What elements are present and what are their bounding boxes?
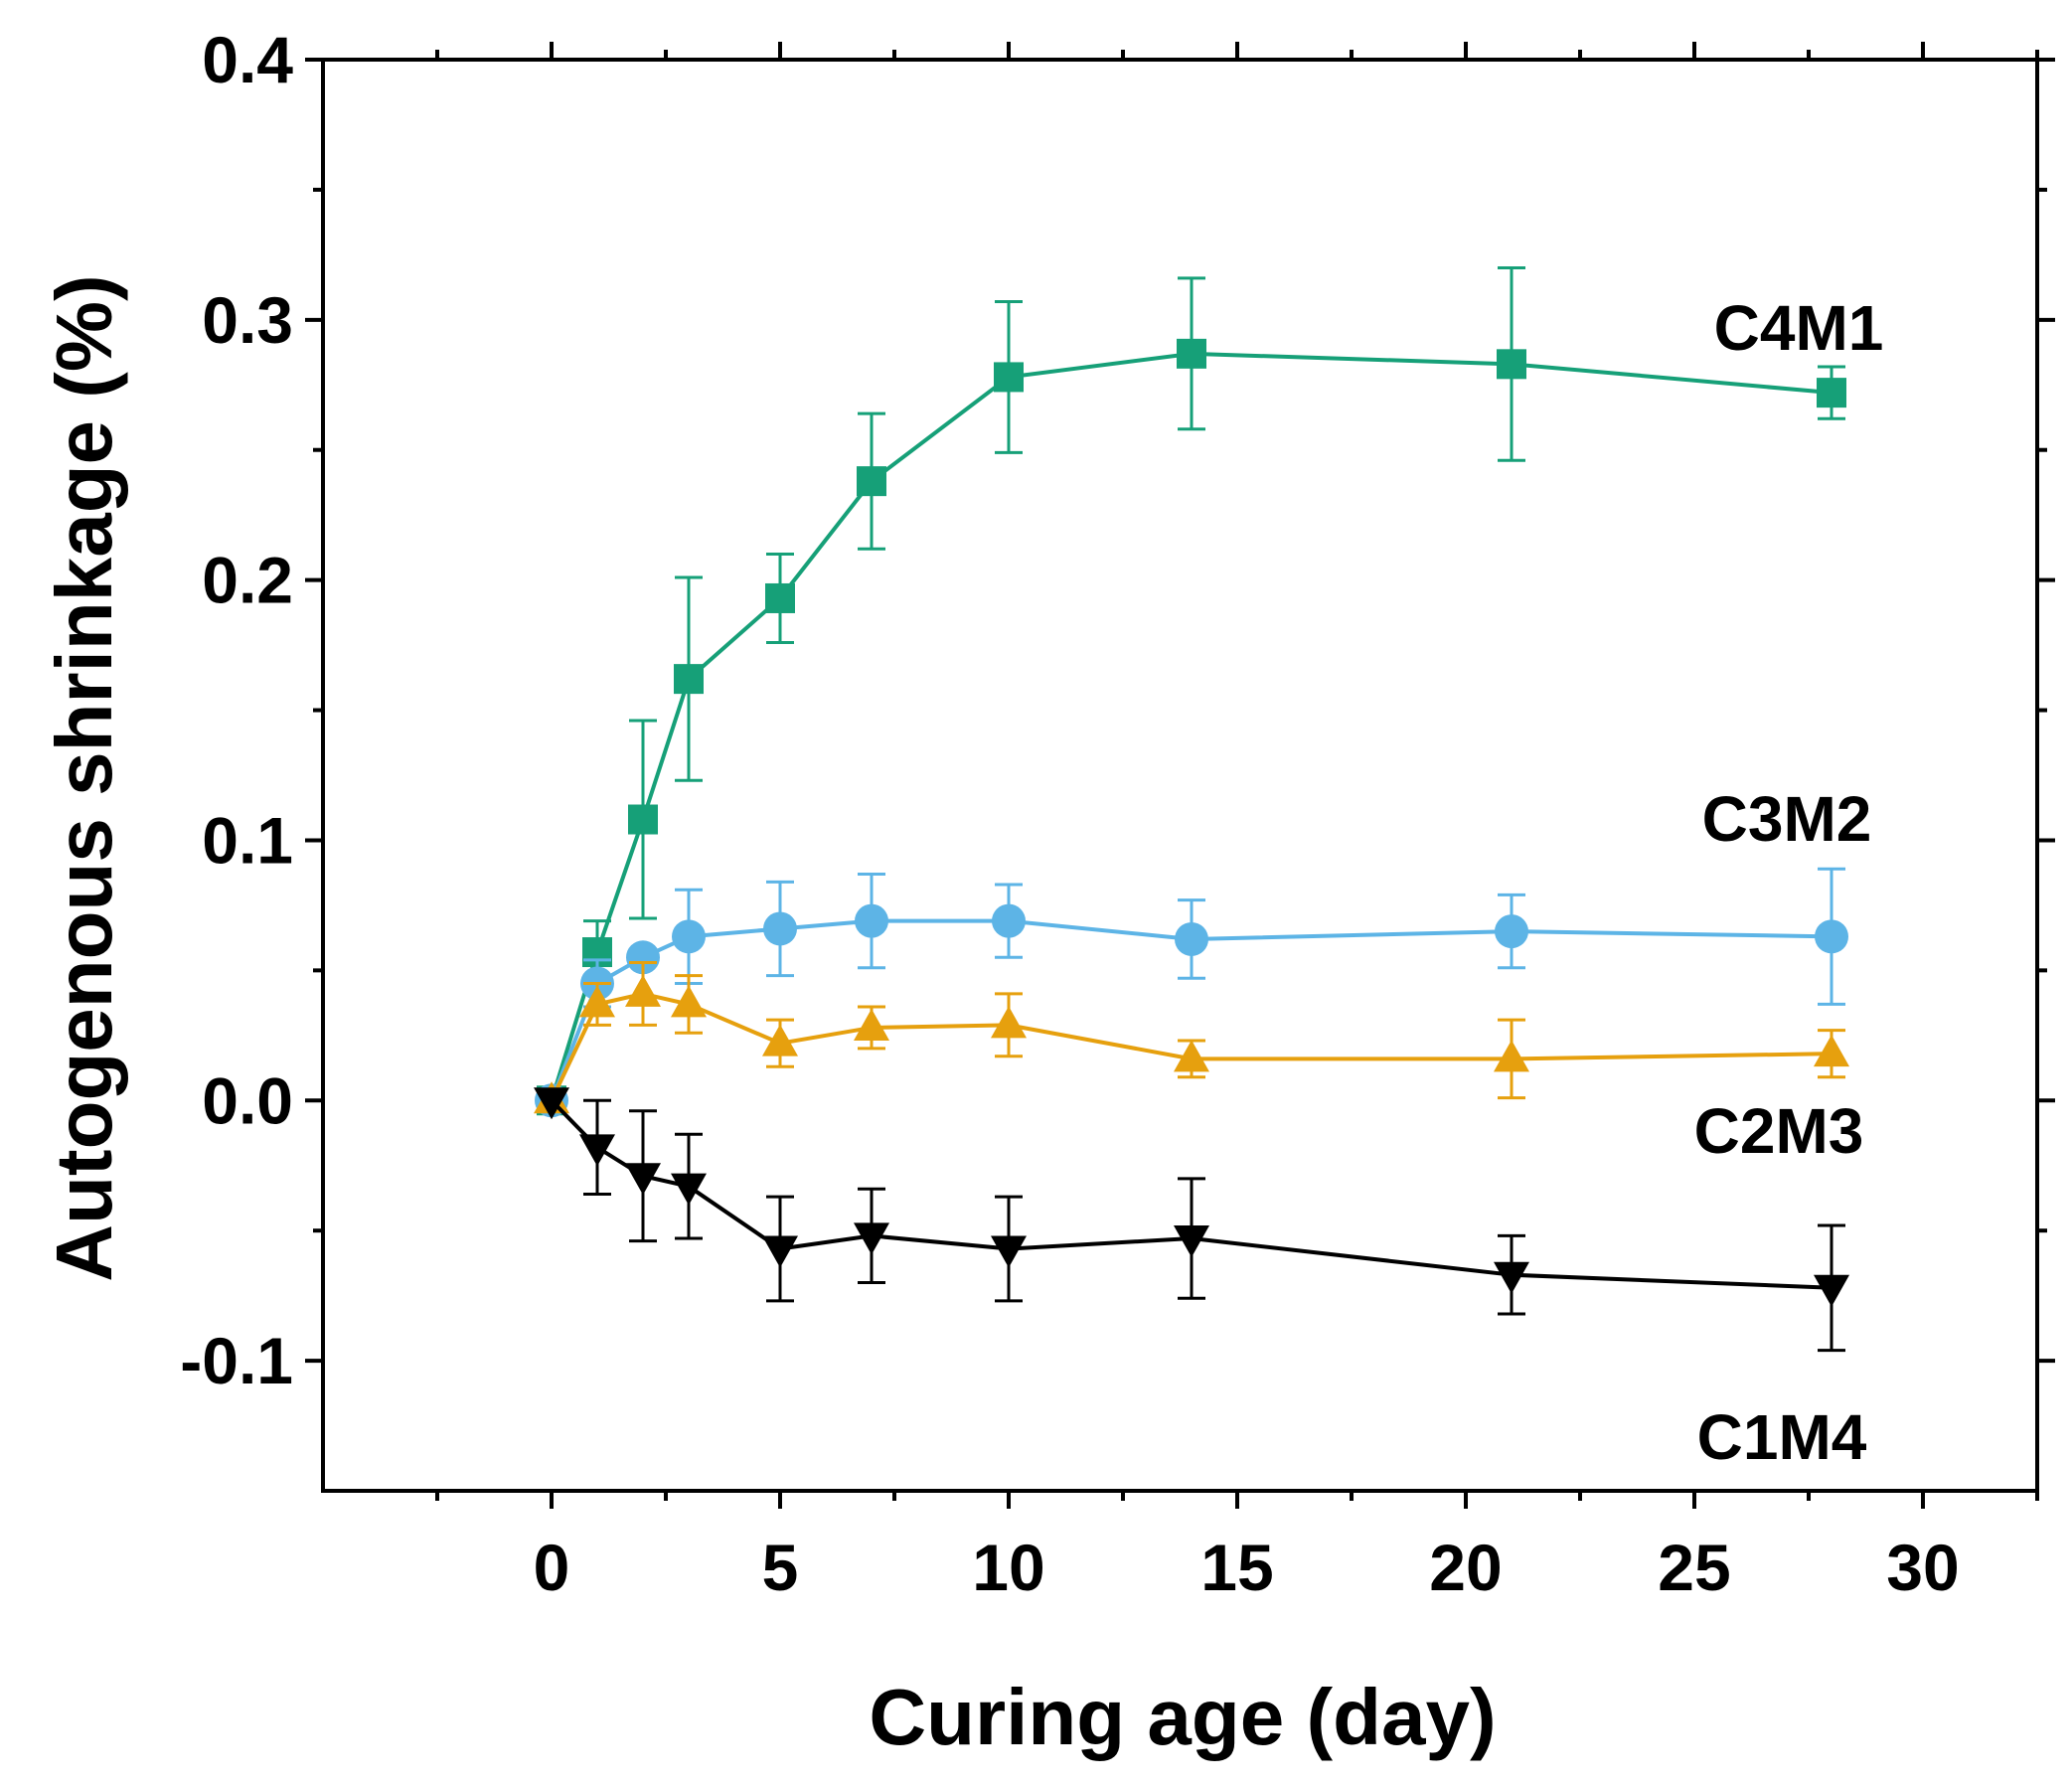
- y-axis-title: Autogenous shrinkage (%): [40, 274, 128, 1281]
- y-tick-label: 0.1: [202, 803, 293, 877]
- plot-border: [321, 58, 2039, 1493]
- marker-c2m3: [991, 1006, 1027, 1039]
- series-label-c2m3: C2M3: [1694, 1095, 1864, 1167]
- marker-c4m1: [765, 582, 795, 613]
- y-axis: -0.1 0.0 0.1 0.2 0.3 0.4: [180, 23, 2055, 1397]
- marker-c3m2: [1815, 919, 1848, 954]
- series-line-c3m2: [550, 918, 1833, 1102]
- marker-c1m4: [991, 1235, 1027, 1268]
- marker-c3m2: [763, 911, 797, 946]
- x-tick-label: 30: [1886, 1531, 1959, 1604]
- series-label-c4m1: C4M1: [1714, 292, 1884, 364]
- y-tick-label: 0.2: [202, 544, 293, 617]
- marker-c2m3: [1814, 1035, 1849, 1067]
- marker-c4m1: [1177, 338, 1206, 369]
- marker-c3m2: [626, 940, 660, 975]
- y-tick-label: -0.1: [180, 1324, 293, 1397]
- series-line-c1m4: [550, 1098, 1833, 1290]
- series-c1m4: [534, 1087, 1849, 1353]
- marker-c1m4: [1494, 1261, 1529, 1294]
- plot-area: [534, 265, 1849, 1353]
- series-c3m2: [535, 867, 1848, 1118]
- series-line-c2m3: [550, 991, 1833, 1102]
- x-tick-label: 15: [1200, 1531, 1273, 1604]
- x-axis-title: Curing age (day): [869, 1673, 1496, 1761]
- marker-c2m3: [1494, 1040, 1529, 1072]
- plot-frame: [321, 58, 2039, 1493]
- marker-c4m1: [994, 362, 1024, 393]
- marker-c2m3: [854, 1008, 889, 1041]
- marker-c1m4: [762, 1235, 798, 1268]
- marker-c2m3: [1174, 1040, 1209, 1072]
- series-line-c4m1: [550, 351, 1833, 1101]
- marker-c1m4: [854, 1222, 889, 1255]
- x-tick-label: 25: [1658, 1531, 1730, 1604]
- x-tick-label: 0: [534, 1531, 570, 1604]
- x-tick-label: 5: [762, 1531, 799, 1604]
- marker-c4m1: [1497, 349, 1526, 380]
- marker-c2m3: [579, 985, 615, 1018]
- marker-c1m4: [625, 1163, 661, 1196]
- marker-c2m3: [625, 974, 661, 1007]
- marker-c3m2: [672, 919, 706, 954]
- marker-c2m3: [762, 1024, 798, 1056]
- marker-c2m3: [671, 985, 707, 1018]
- marker-c1m4: [579, 1134, 615, 1167]
- marker-c3m2: [855, 903, 888, 938]
- series-c4m1: [537, 265, 1846, 1116]
- marker-c4m1: [674, 664, 704, 695]
- x-axis: 0 5 10 15 20 25 30: [435, 42, 2039, 1604]
- marker-c3m2: [1175, 921, 1208, 956]
- marker-c3m2: [1495, 914, 1528, 949]
- marker-c1m4: [1814, 1274, 1849, 1307]
- x-tick-label: 20: [1429, 1531, 1502, 1604]
- marker-c3m2: [992, 903, 1026, 938]
- series-label-c1m4: C1M4: [1697, 1401, 1867, 1473]
- marker-c4m1: [857, 466, 886, 497]
- series-label-c3m2: C3M2: [1702, 783, 1872, 855]
- marker-c4m1: [1817, 378, 1846, 408]
- y-tick-label: 0.3: [202, 283, 293, 357]
- marker-c1m4: [534, 1087, 569, 1120]
- marker-c1m4: [671, 1173, 707, 1206]
- y-tick-label: 0.0: [202, 1063, 293, 1137]
- series-c2m3: [534, 961, 1849, 1114]
- marker-c1m4: [1174, 1225, 1209, 1258]
- marker-c4m1: [628, 804, 658, 835]
- y-tick-label: 0.4: [202, 23, 293, 96]
- x-tick-label: 10: [972, 1531, 1044, 1604]
